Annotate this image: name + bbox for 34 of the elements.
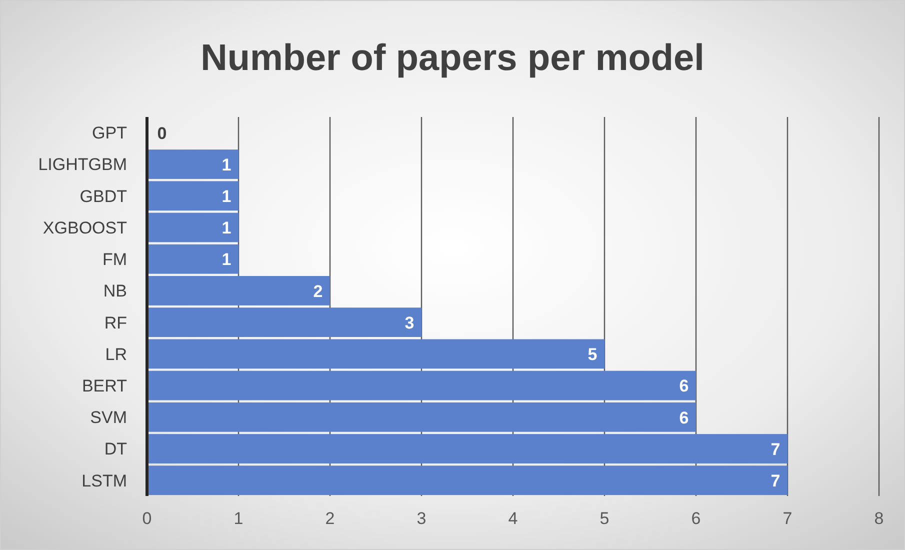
data-label: 1 <box>222 250 232 270</box>
x-tick-label: 8 <box>874 509 884 528</box>
x-tick-label: 3 <box>416 509 426 528</box>
data-label: 1 <box>222 155 232 174</box>
x-tick-label: 4 <box>508 509 518 528</box>
y-tick-label: FM <box>102 250 127 270</box>
y-tick-label: BERT <box>82 376 127 396</box>
y-tick-label: RF <box>104 313 127 332</box>
y-tick-label: GPT <box>92 124 127 143</box>
data-label: 1 <box>222 218 232 238</box>
data-label: 7 <box>770 440 780 459</box>
x-tick-label: 6 <box>691 509 701 528</box>
y-tick-label: LR <box>105 344 127 364</box>
data-label: 6 <box>679 376 689 396</box>
y-tick-label: LIGHTGBM <box>38 155 127 174</box>
data-label: 1 <box>222 186 232 206</box>
chart-title: Number of papers per model <box>200 37 704 78</box>
y-tick-label: GBDT <box>80 186 127 206</box>
y-tick-label: SVM <box>90 408 127 428</box>
x-tick-label: 2 <box>325 509 335 528</box>
data-label: 0 <box>157 124 167 143</box>
x-tick-label: 1 <box>234 509 244 528</box>
x-tick-label: 0 <box>142 509 152 528</box>
data-label: 3 <box>404 313 414 332</box>
y-tick-label: NB <box>103 282 127 301</box>
x-tick-label: 7 <box>782 509 792 528</box>
data-label: 5 <box>588 345 598 364</box>
data-label: 6 <box>679 408 689 428</box>
y-tick-label: DT <box>104 440 127 459</box>
data-label: 2 <box>313 282 323 301</box>
y-tick-label: XGBOOST <box>42 218 127 238</box>
data-label: 7 <box>770 471 780 490</box>
x-tick-label: 5 <box>600 509 610 528</box>
y-tick-label: LSTM <box>82 471 127 490</box>
